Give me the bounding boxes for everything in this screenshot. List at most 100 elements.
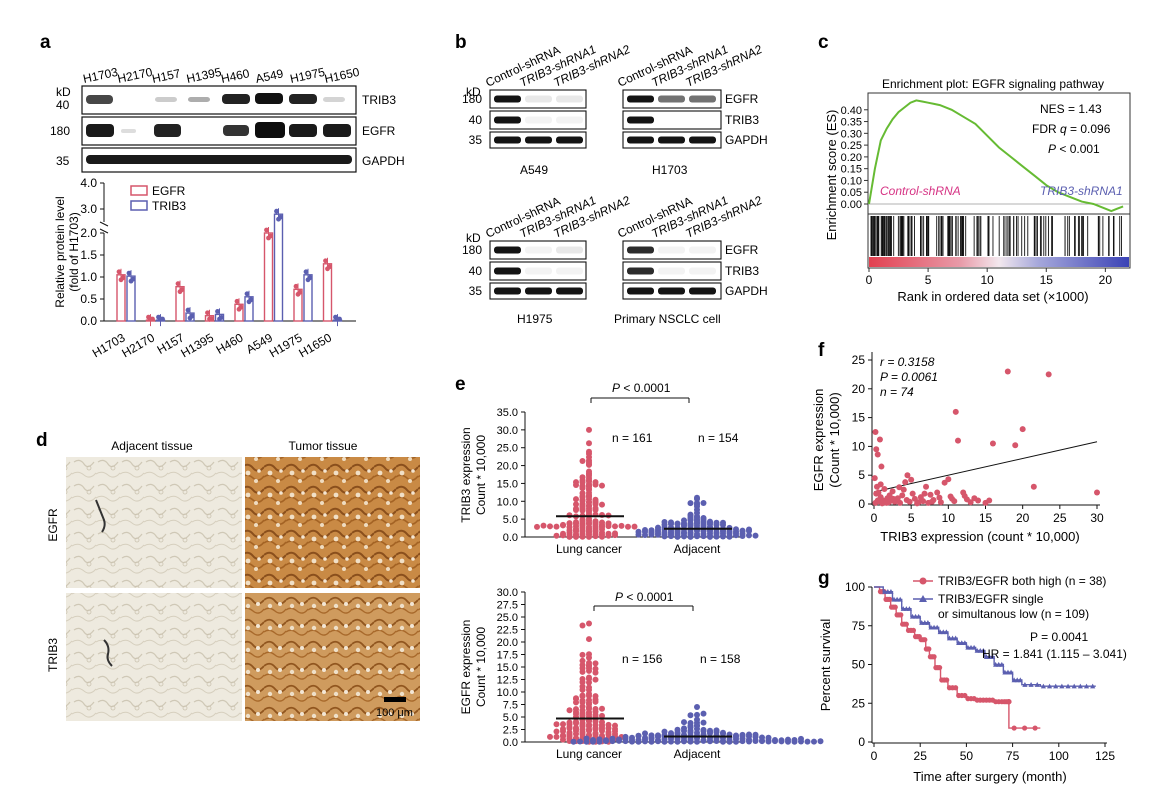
e-top-dot-cancer: [573, 519, 579, 526]
b-mw-label: 40: [469, 264, 483, 278]
a-replicate-dot: [325, 266, 330, 272]
band: [289, 124, 317, 137]
e-bottom-dots: [547, 620, 824, 745]
e-bottom-dot-cancer: [573, 718, 579, 725]
f-point: [877, 481, 884, 488]
a-xtick-label: H1703: [90, 330, 128, 360]
a-yticks: 0.0 0.5 1.0 1.5 2.0 3.0 4.0: [80, 176, 104, 328]
g-marker-low: [1083, 683, 1090, 689]
g-marker-low: [971, 644, 977, 650]
a-replicate-dot: [266, 235, 271, 241]
f-point: [954, 437, 961, 444]
a-lane-label: H1703: [82, 65, 120, 86]
f-point: [878, 463, 885, 470]
b-band: [494, 95, 521, 103]
e-top-dot-adjacent: [655, 531, 661, 538]
b-cell-h1703: H1703: [652, 163, 688, 177]
b-band: [658, 267, 685, 275]
g-marker-high: [903, 621, 909, 627]
b-band: [494, 287, 521, 295]
c-rank-gradient: [869, 257, 1129, 267]
f-ytick-label: 5: [858, 468, 865, 482]
d-row-trib3: TRIB3: [46, 638, 60, 672]
f-r: r = 0.3158: [880, 355, 935, 369]
e-bottom-dot-cancer: [566, 707, 573, 714]
f-point: [876, 436, 883, 443]
e-bottom-dot-cancer: [579, 686, 586, 693]
e-top-dot-adjacent: [655, 524, 661, 531]
e-bottom-dot-adjacent: [687, 722, 694, 729]
e-bottom-dot-adjacent: [603, 737, 609, 744]
c-ytick-label: 0.10: [841, 175, 862, 187]
b-band: [525, 136, 552, 144]
g-marker-low: [943, 629, 949, 635]
b-band: [494, 246, 521, 254]
panel-letter-a: a: [40, 32, 51, 53]
b-band: [556, 136, 583, 144]
g-legend-low-b: or simultanous low (n = 109): [938, 607, 1089, 621]
e-bottom-ytick-label: 17.5: [497, 650, 518, 662]
panel-letter-b: b: [455, 32, 467, 53]
c-ytick-label: 0.40: [841, 105, 862, 117]
e-bottom-dot-cancer: [553, 721, 560, 728]
e-top-dot-cancer: [566, 533, 573, 540]
g-marker-low: [897, 596, 903, 602]
e-top-ylabel1: TRIB3 expression: [459, 427, 473, 522]
e-top-dot-adjacent: [700, 523, 707, 530]
e-top-p-a: P: [612, 381, 620, 395]
c-ytick-label: 0.05: [841, 187, 862, 199]
f-point: [873, 490, 880, 497]
e-top-dot-adjacent: [687, 511, 694, 518]
e-top-dot-cancer: [579, 522, 586, 529]
b-band: [525, 267, 552, 275]
c-ytick-label: 0.00: [841, 199, 862, 211]
g-marker-low: [934, 624, 940, 630]
a-ytick-label: 4.0: [80, 176, 97, 190]
b-band: [689, 246, 716, 254]
band: [223, 125, 249, 136]
band: [255, 93, 283, 104]
e-top-dot-adjacent: [674, 533, 681, 540]
e-bottom-dot-adjacent: [746, 733, 752, 740]
c-xlabel: Rank in ordered data set (×1000): [897, 289, 1088, 304]
b-band: [556, 116, 583, 124]
b-blot-label: GAPDH: [725, 284, 768, 298]
a-ytick-label: 1.5: [80, 248, 97, 262]
panel-f: f 0 5 10 15 20 25 30 0 5 10 15 20 25 r = 0.3158 P = …: [811, 340, 1104, 544]
a-legend-trib3: TRIB3: [152, 199, 186, 213]
e-top-dot-adjacent: [648, 531, 655, 538]
e-bottom-n1: n = 156: [622, 652, 663, 666]
b-blot-label: TRIB3: [725, 264, 759, 278]
e-top-dot-cancer: [534, 523, 540, 530]
e-bottom-dot-cancer: [605, 725, 612, 732]
f-xlabel: TRIB3 expression (count * 10,000): [880, 529, 1079, 544]
f-xtick-label: 30: [1090, 511, 1104, 525]
d-row-egfr: EGFR: [46, 508, 60, 542]
g-marker-low: [1022, 682, 1028, 687]
b-band: [689, 136, 716, 144]
b-band: [627, 136, 654, 144]
e-top-dot-adjacent: [674, 520, 681, 527]
f-ylabel2: (Count * 10,000): [827, 392, 842, 487]
e-top-ytick-label: 35.0: [497, 407, 518, 419]
e-top-dot-cancer: [586, 440, 592, 447]
e-top-dot-cancer: [605, 532, 612, 539]
g-ytick-label: 50: [852, 658, 866, 672]
e-bottom-dot-adjacent: [772, 737, 778, 744]
e-top-dot-cancer: [579, 503, 586, 510]
e-bottom-dot-adjacent: [817, 738, 824, 745]
f-point: [904, 472, 911, 479]
a-lane-label: H460: [220, 66, 251, 86]
d-scale-bar: [384, 697, 406, 702]
e-top-dot-cancer: [579, 493, 586, 500]
e-top-dot-adjacent: [687, 522, 694, 529]
e-top-dot-cancer: [586, 508, 592, 515]
e-bottom-dot-adjacent: [687, 712, 694, 719]
a-replicate-dot: [175, 281, 181, 287]
e-bottom-dot-adjacent: [622, 733, 629, 740]
band: [323, 124, 351, 137]
e-bottom-ytick-label: 25.0: [497, 612, 518, 624]
e-top-dot-cancer: [586, 502, 592, 509]
g-marker-low: [888, 589, 894, 594]
g-marker-low: [1046, 683, 1053, 689]
